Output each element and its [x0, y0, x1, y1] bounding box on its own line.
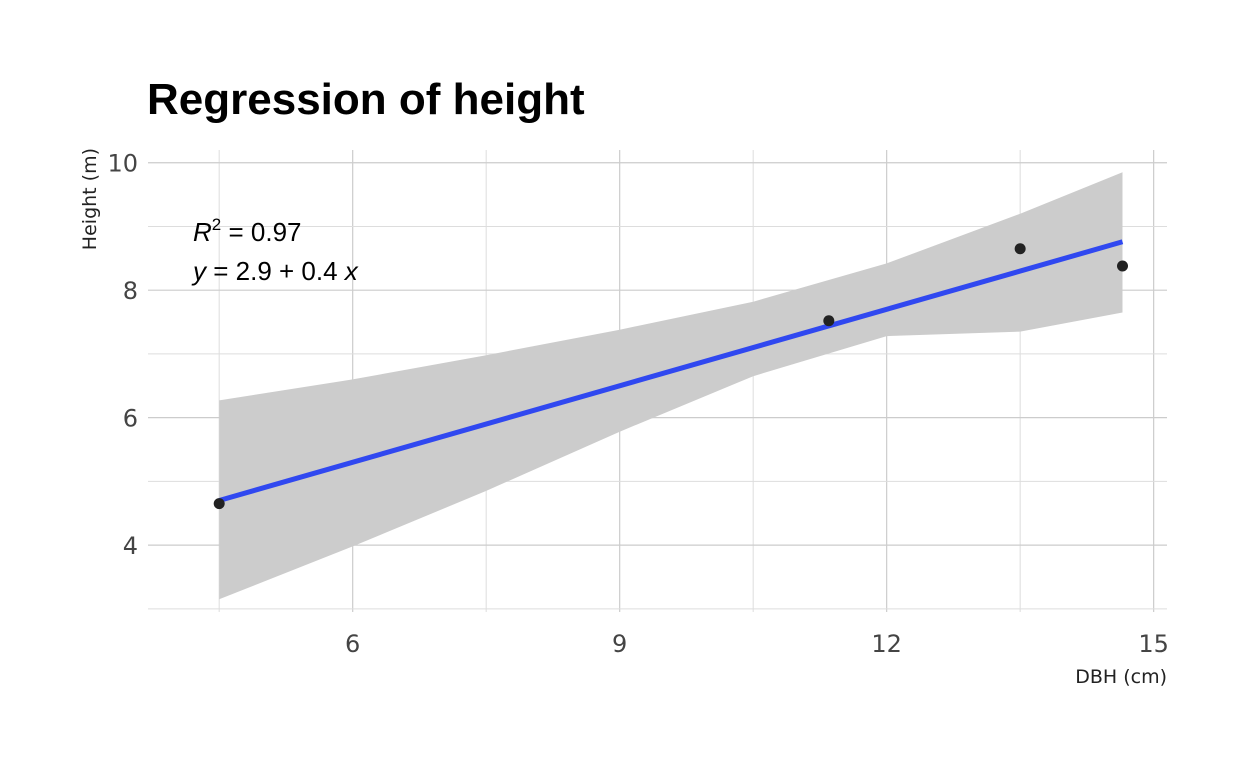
equation-rhs: = 2.9 + 0.4 — [206, 256, 345, 286]
equation-x: x — [343, 256, 359, 286]
r2-value: = 0.97 — [221, 217, 301, 247]
equation-annotation: y = 2.9 + 0.4 x — [191, 256, 359, 286]
data-point — [823, 315, 835, 327]
equation-y: y — [191, 256, 208, 286]
x-tick-label: 9 — [612, 630, 627, 658]
data-point — [1117, 260, 1129, 272]
x-tick-label: 6 — [345, 630, 360, 658]
confidence-band — [219, 172, 1123, 600]
y-tick-label: 6 — [123, 405, 138, 433]
r2-symbol: R — [193, 217, 212, 247]
regression-line — [218, 239, 1124, 503]
x-tick-label: 12 — [871, 630, 902, 658]
y-tick-label: 10 — [107, 150, 138, 178]
chart-title: Regression of height — [147, 75, 585, 124]
y-tick-label: 8 — [123, 277, 138, 305]
tick-labels: 6 9 12 15 4 6 8 10 — [107, 150, 1168, 658]
x-axis-title: DBH (cm) — [1075, 666, 1167, 688]
confidence-band-layer — [219, 172, 1123, 600]
r2-annotation: R2 = 0.97 — [193, 215, 301, 247]
data-points — [213, 243, 1129, 510]
x-tick-label: 15 — [1138, 630, 1169, 658]
y-axis-title: Height (m) — [79, 148, 101, 250]
fit-line-layer — [218, 239, 1124, 503]
data-point — [213, 498, 225, 510]
data-point — [1014, 243, 1026, 255]
r2-superscript: 2 — [212, 215, 221, 234]
y-tick-label: 4 — [123, 532, 138, 560]
